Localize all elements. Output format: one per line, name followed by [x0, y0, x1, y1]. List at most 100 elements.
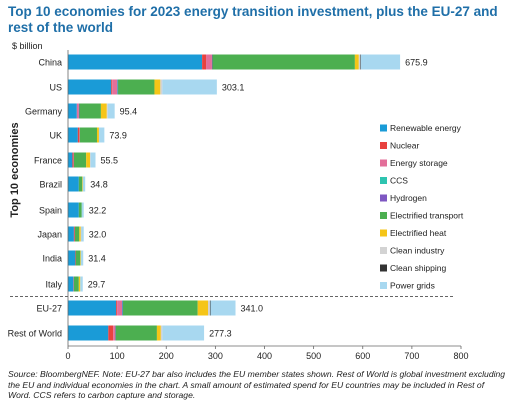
bar-segment [86, 152, 91, 168]
category-label: EU-27 [36, 304, 62, 314]
bar-segment [160, 325, 163, 341]
legend-label: Hydrogen [390, 193, 427, 203]
bar-segment [115, 325, 157, 341]
bar-segment [358, 54, 361, 70]
bar-segment [80, 250, 82, 266]
bar-segment [360, 54, 362, 70]
category-label: China [38, 58, 62, 68]
bar-segment [112, 79, 118, 95]
legend-label: Electrified heat [390, 228, 447, 238]
x-tick-label: 700 [404, 351, 419, 361]
x-tick-label: 500 [306, 351, 321, 361]
x-tick-label: 0 [65, 351, 70, 361]
bar-segment [68, 202, 79, 218]
legend-label: Clean shipping [390, 263, 447, 273]
total-label: 55.5 [101, 156, 119, 166]
bar-segment [82, 176, 86, 192]
bar-segment [68, 176, 79, 192]
legend-label: Energy storage [390, 158, 448, 168]
bar-segment [80, 250, 84, 266]
bar-segment [108, 325, 114, 341]
bar-segment [68, 226, 74, 242]
bar-segment [68, 79, 112, 95]
bar-segment [82, 176, 84, 192]
total-label: 32.0 [89, 230, 107, 240]
category-label: Rest of World [8, 329, 62, 339]
bar-segment [206, 54, 212, 70]
legend-swatch [380, 124, 387, 132]
legend-swatch [380, 212, 387, 219]
bar-segment [68, 300, 117, 316]
bar-segment [106, 103, 108, 119]
bar-segment [81, 226, 84, 242]
bar-segment [202, 54, 207, 70]
legend-label: Nuclear [390, 141, 419, 151]
bar-segment [75, 250, 81, 266]
y-axis-title: Top 10 economies [9, 122, 21, 217]
labels-layer: China 675.9 US 303.1 Germany 95.4 UK 73.9 France… [8, 58, 428, 339]
legend-swatch [380, 142, 387, 149]
bar-segment [81, 202, 84, 218]
bar-segment [78, 276, 81, 292]
bar-segment [68, 325, 109, 341]
bar-segment [212, 54, 355, 70]
bar-segment [68, 152, 73, 168]
total-label: 675.9 [405, 58, 428, 68]
bar-segment [162, 325, 205, 341]
x-tick-label: 100 [110, 351, 125, 361]
bar-segment [118, 79, 155, 95]
bar-segment [79, 103, 101, 119]
x-tick-label: 800 [453, 351, 468, 361]
bar-segment [210, 300, 236, 316]
bar-segment [80, 226, 82, 242]
category-label: Brazil [39, 180, 62, 190]
category-label: India [42, 254, 62, 264]
legend-swatch [380, 194, 387, 202]
legend-swatch [380, 159, 387, 167]
category-label: Spain [39, 206, 62, 216]
total-label: 31.4 [88, 254, 106, 264]
bar-segment [76, 103, 79, 119]
x-tick-label: 200 [159, 351, 174, 361]
bar-segment [107, 103, 115, 119]
legend-swatch [380, 229, 387, 237]
bar-segment [96, 127, 99, 143]
bar-segment [90, 152, 96, 168]
bar-segment [73, 276, 75, 292]
bar-segment [78, 103, 80, 119]
bar-segment [75, 250, 77, 266]
bar-segment [354, 54, 359, 70]
bar-segment [74, 226, 80, 242]
bar-segment [78, 176, 83, 192]
category-label: France [34, 156, 62, 166]
bar-segment [160, 79, 163, 95]
bar-segment [98, 127, 105, 143]
bar-segment [73, 152, 87, 168]
bar-segment [68, 54, 203, 70]
bar-segment [68, 103, 77, 119]
bar-segment [78, 202, 82, 218]
legend-swatch [380, 177, 387, 184]
bar-segment [77, 127, 80, 143]
bar-segment [122, 300, 124, 316]
x-tick-label: 400 [257, 351, 272, 361]
bar-segment [360, 54, 401, 70]
bar-segment [113, 325, 116, 341]
bar-segment [115, 325, 116, 341]
bar-segment [208, 300, 210, 316]
legend: Renewable energy Nuclear Energy storage CCS… [380, 123, 464, 291]
category-label: Japan [37, 230, 62, 240]
category-label: Germany [25, 107, 63, 117]
bar-segment [211, 54, 213, 70]
chart-title: Top 10 economies for 2023 energy transit… [8, 4, 498, 35]
bar-segment [117, 79, 119, 95]
bar-segment [68, 250, 76, 266]
bar-segment [68, 276, 74, 292]
category-label: US [49, 83, 62, 93]
legend-label: CCS [390, 176, 408, 186]
x-tick-label: 600 [355, 351, 370, 361]
bar-segment [122, 300, 123, 316]
bar-segment [154, 79, 161, 95]
bar-segment [117, 79, 118, 95]
